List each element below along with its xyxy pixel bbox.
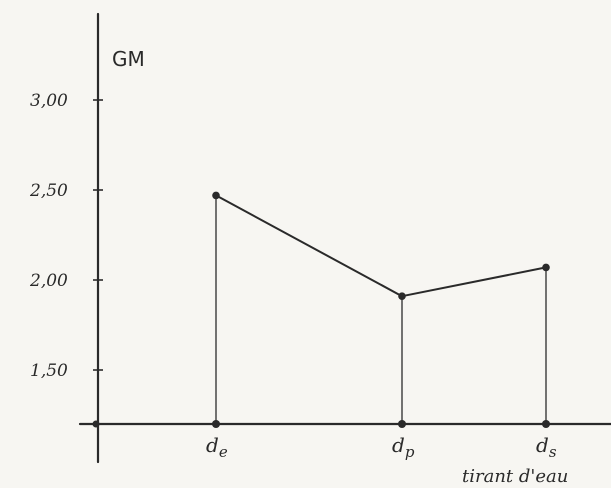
y-ticks: 3,00 2,50 2,00 1,50 [29, 91, 103, 381]
x-tick-label: de [206, 433, 228, 461]
series-line [215, 194, 547, 298]
data-point [212, 191, 220, 200]
axis-point [542, 420, 550, 428]
x-tick-labels: de dp ds [206, 433, 557, 461]
y-axis-title: GM [112, 47, 145, 71]
data-point [542, 263, 550, 272]
data-point [398, 292, 406, 301]
origin-dot [92, 420, 100, 428]
y-tick-label: 2,50 [29, 181, 68, 201]
axis-point [212, 420, 220, 428]
drop-lines [215, 195, 547, 424]
x-tick-label: dp [392, 433, 415, 461]
x-tick-label: ds [536, 433, 557, 461]
data-points [212, 191, 550, 428]
axis-point [398, 420, 406, 428]
x-axis-title: tirant d'eau [462, 466, 568, 487]
y-tick-label: 3,00 [30, 91, 68, 111]
y-tick-label: 1,50 [30, 361, 68, 381]
y-tick-label: 2,00 [29, 271, 68, 291]
